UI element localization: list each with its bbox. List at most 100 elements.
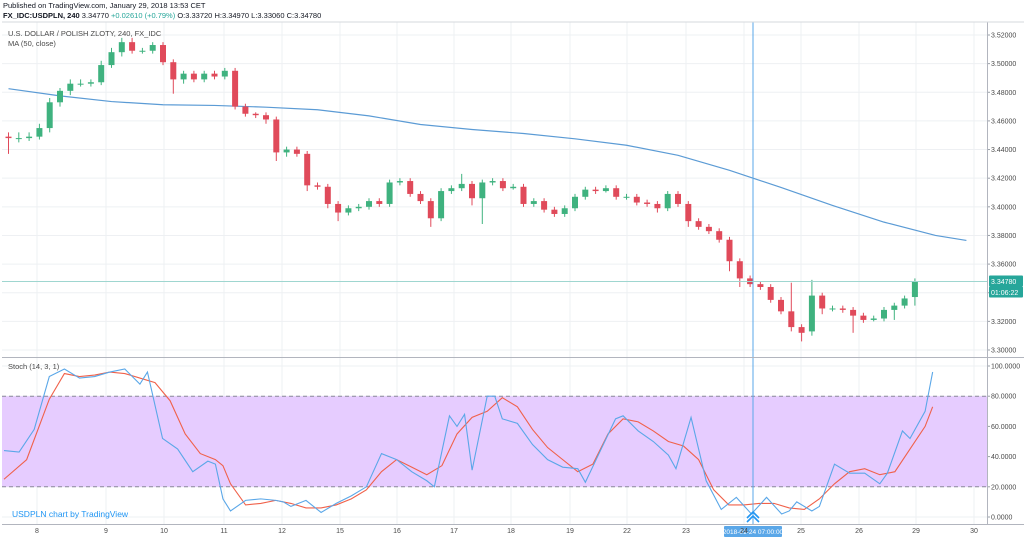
candle-body[interactable] [242,106,249,114]
candle-body[interactable] [15,138,22,140]
candle-body[interactable] [469,183,475,199]
candle-body[interactable] [633,196,640,203]
candle-body[interactable] [850,309,857,316]
candle[interactable] [242,103,249,117]
candle[interactable] [448,185,455,194]
candle[interactable] [778,297,784,315]
candle[interactable] [860,312,867,323]
candle[interactable] [293,146,300,157]
candle[interactable] [46,98,53,133]
candle[interactable] [67,79,74,96]
candle-body[interactable] [870,318,877,320]
candle-body[interactable] [427,201,434,219]
candle-body[interactable] [221,70,228,77]
candle[interactable] [582,186,589,200]
candle-body[interactable] [685,203,692,222]
candle[interactable] [355,203,362,212]
candle-body[interactable] [613,188,620,197]
candle[interactable] [211,70,218,80]
candle-body[interactable] [911,281,918,298]
candle-body[interactable] [438,191,445,219]
candle[interactable] [26,132,33,141]
candle[interactable] [757,281,764,290]
candle[interactable] [252,112,259,119]
candle[interactable] [160,42,166,66]
candle[interactable] [314,182,321,190]
candle[interactable] [407,178,414,197]
candle-body[interactable] [190,73,197,80]
candle-body[interactable] [726,239,733,262]
candle-body[interactable] [489,181,496,183]
candle[interactable] [808,279,815,336]
candle[interactable] [376,198,383,207]
candle[interactable] [335,201,342,222]
candle-body[interactable] [458,183,465,189]
symbol-label[interactable]: FX_IDC:USDPLN, 240 [3,11,80,20]
candle[interactable] [87,79,94,87]
candle[interactable] [417,191,424,204]
candle-body[interactable] [366,201,372,207]
candle[interactable] [458,173,465,192]
candle-body[interactable] [386,182,393,204]
candle-body[interactable] [180,73,187,80]
candle-body[interactable] [5,136,12,139]
candle[interactable] [736,258,743,287]
candle[interactable] [891,302,898,320]
candle-body[interactable] [592,189,599,192]
candle[interactable] [551,206,558,217]
candle[interactable] [633,193,640,206]
candle-body[interactable] [891,305,898,310]
candlestick-series[interactable] [5,37,918,342]
candle-body[interactable] [201,73,208,80]
candle-body[interactable] [160,45,166,63]
candle-body[interactable] [170,62,177,80]
candle[interactable] [273,116,280,161]
candle-body[interactable] [129,42,136,51]
candle[interactable] [767,284,774,303]
candle-body[interactable] [149,45,156,51]
candle-body[interactable] [582,189,589,197]
candle-body[interactable] [355,206,362,209]
candle[interactable] [232,67,239,110]
candle[interactable] [386,179,393,207]
candle-body[interactable] [644,202,651,204]
candle-body[interactable] [211,73,218,77]
candle[interactable] [561,205,568,217]
candle[interactable] [221,67,228,80]
candle-body[interactable] [98,65,105,83]
candle[interactable] [427,198,434,227]
candle-body[interactable] [263,115,269,120]
candle[interactable] [118,37,125,57]
candle-body[interactable] [87,82,94,84]
candle-body[interactable] [623,196,630,198]
candle-body[interactable] [273,119,280,153]
candle[interactable] [304,150,311,192]
candle[interactable] [602,185,609,193]
candle[interactable] [911,278,918,306]
candle[interactable] [180,70,187,84]
candle[interactable] [510,183,517,190]
candle-body[interactable] [448,188,455,192]
candle[interactable] [149,42,156,54]
candle[interactable] [829,305,836,312]
candle-body[interactable] [767,287,774,300]
candle-body[interactable] [654,203,661,209]
candle-body[interactable] [324,186,331,204]
candle[interactable] [901,295,908,309]
candle-body[interactable] [139,50,146,52]
candle[interactable] [541,198,548,213]
candle-body[interactable] [561,208,568,214]
candle[interactable] [108,47,115,68]
candle-body[interactable] [757,284,764,287]
candle-body[interactable] [881,309,887,319]
candle-body[interactable] [26,136,33,139]
candle[interactable] [613,185,620,200]
candle[interactable] [77,79,84,87]
candle[interactable] [98,60,105,86]
candle-body[interactable] [499,181,506,189]
candle[interactable] [798,324,805,342]
candle-body[interactable] [788,311,795,328]
candle-body[interactable] [345,208,352,213]
candle[interactable] [726,236,733,272]
candle-body[interactable] [57,90,63,103]
